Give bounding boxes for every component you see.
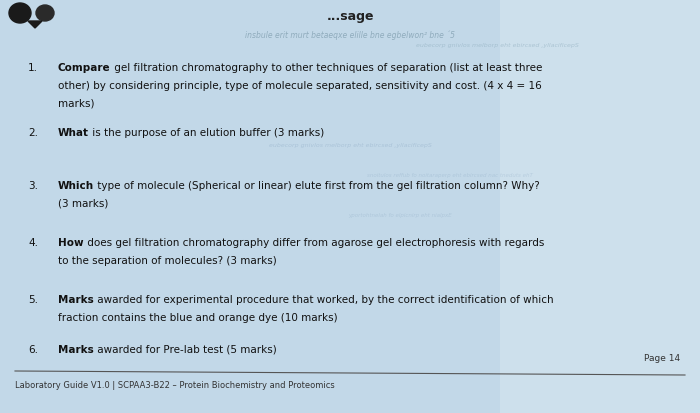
Text: marks): marks) xyxy=(58,99,94,109)
Text: other) by considering principle, type of molecule separated, sensitivity and cos: other) by considering principle, type of… xyxy=(58,81,542,91)
Text: 2.: 2. xyxy=(28,128,38,138)
Text: How: How xyxy=(58,238,83,248)
Text: Laboratory Guide V1.0 | SCPAA3-B22 – Protein Biochemistry and Proteomics: Laboratory Guide V1.0 | SCPAA3-B22 – Pro… xyxy=(15,381,335,390)
Ellipse shape xyxy=(9,3,31,23)
Polygon shape xyxy=(28,21,42,28)
Text: eubecorp gnivlos melborp eht ebircsed ,yllacificepS: eubecorp gnivlos melborp eht ebircsed ,y… xyxy=(402,43,578,48)
Text: (3 marks): (3 marks) xyxy=(58,199,108,209)
Text: eubecorp gnivlos melborp eht ebircsed ,yllacificepS: eubecorp gnivlos melborp eht ebircsed ,y… xyxy=(269,143,431,148)
Text: 6.: 6. xyxy=(28,345,38,355)
Text: Compare: Compare xyxy=(58,63,111,73)
Text: yportohtnelah fo elpicnirp eht nialpxE: yportohtnelah fo elpicnirp eht nialpxE xyxy=(348,213,452,218)
Text: does gel filtration chromatography differ from agarose gel electrophoresis with : does gel filtration chromatography diffe… xyxy=(83,238,544,248)
Text: type of molecule (Spherical or linear) elute first from the gel filtration colum: type of molecule (Spherical or linear) e… xyxy=(94,181,540,191)
Text: insbule erit murt betaeqxe elille bne egbelwon² bne ´5: insbule erit murt betaeqxe elille bne eg… xyxy=(245,31,455,40)
Text: 4.: 4. xyxy=(28,238,38,248)
Text: Marks: Marks xyxy=(58,295,94,305)
Ellipse shape xyxy=(36,5,54,21)
Text: snoitulos reffub fo noitaraperp eht ebircsed nac tneduts ehT: snoitulos reffub fo noitaraperp eht ebir… xyxy=(367,173,533,178)
Text: 1.: 1. xyxy=(28,63,38,73)
Text: 3.: 3. xyxy=(28,181,38,191)
Text: Page 14: Page 14 xyxy=(644,354,680,363)
Text: Which: Which xyxy=(58,181,94,191)
Text: to the separation of molecules? (3 marks): to the separation of molecules? (3 marks… xyxy=(58,256,276,266)
Text: Marks: Marks xyxy=(58,345,94,355)
Text: ...sage: ...sage xyxy=(326,10,374,23)
Text: What: What xyxy=(58,128,89,138)
Text: is the purpose of an elution buffer (3 marks): is the purpose of an elution buffer (3 m… xyxy=(89,128,324,138)
Text: awarded for Pre-lab test (5 marks): awarded for Pre-lab test (5 marks) xyxy=(94,345,276,355)
Text: fraction contains the blue and orange dye (10 marks): fraction contains the blue and orange dy… xyxy=(58,313,337,323)
Text: 5.: 5. xyxy=(28,295,38,305)
Text: awarded for experimental procedure that worked, by the correct identification of: awarded for experimental procedure that … xyxy=(94,295,554,305)
Text: gel filtration chromatography to other techniques of separation (list at least t: gel filtration chromatography to other t… xyxy=(111,63,542,73)
FancyBboxPatch shape xyxy=(500,0,700,413)
